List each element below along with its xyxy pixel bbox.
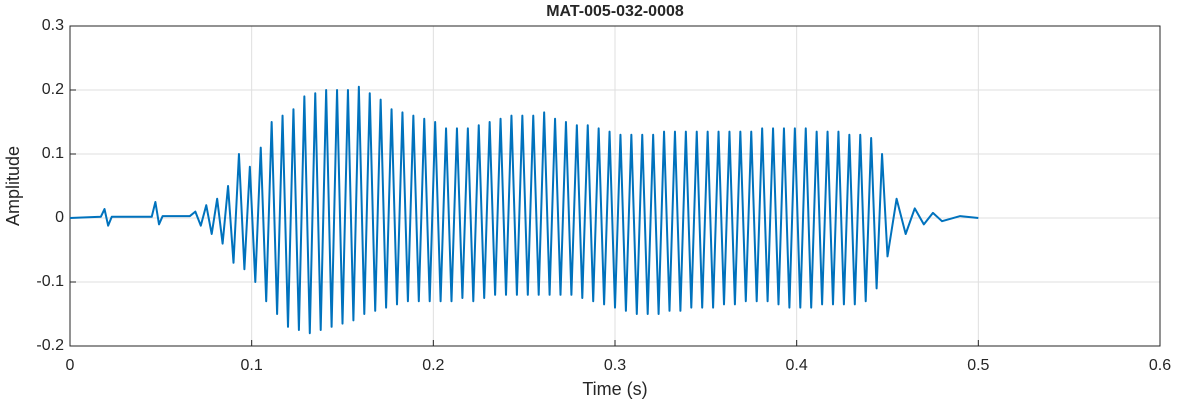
y-tick-label: -0.2 bbox=[36, 337, 64, 354]
y-axis-label: Amplitude bbox=[3, 146, 23, 226]
plot-frame bbox=[69, 25, 1161, 347]
y-tick-label: 0.2 bbox=[42, 81, 64, 98]
x-tick-label: 0.1 bbox=[241, 357, 263, 374]
x-tick-label: 0.4 bbox=[786, 357, 808, 374]
y-tick-label: 0.3 bbox=[42, 17, 64, 34]
y-tick-label: 0.1 bbox=[42, 145, 64, 162]
chart-title: MAT-005-032-0008 bbox=[546, 3, 684, 20]
waveform-line bbox=[69, 85, 979, 335]
x-tick-label: 0.2 bbox=[422, 357, 444, 374]
y-tick-label: -0.1 bbox=[36, 273, 64, 290]
x-tick-label: 0.6 bbox=[1149, 357, 1171, 374]
x-tick-label: 0.5 bbox=[967, 357, 989, 374]
x-tick-label: 0 bbox=[66, 357, 75, 374]
x-tick-label: 0.3 bbox=[604, 357, 626, 374]
x-axis-label: Time (s) bbox=[582, 379, 647, 399]
y-tick-label: 0 bbox=[55, 209, 64, 226]
